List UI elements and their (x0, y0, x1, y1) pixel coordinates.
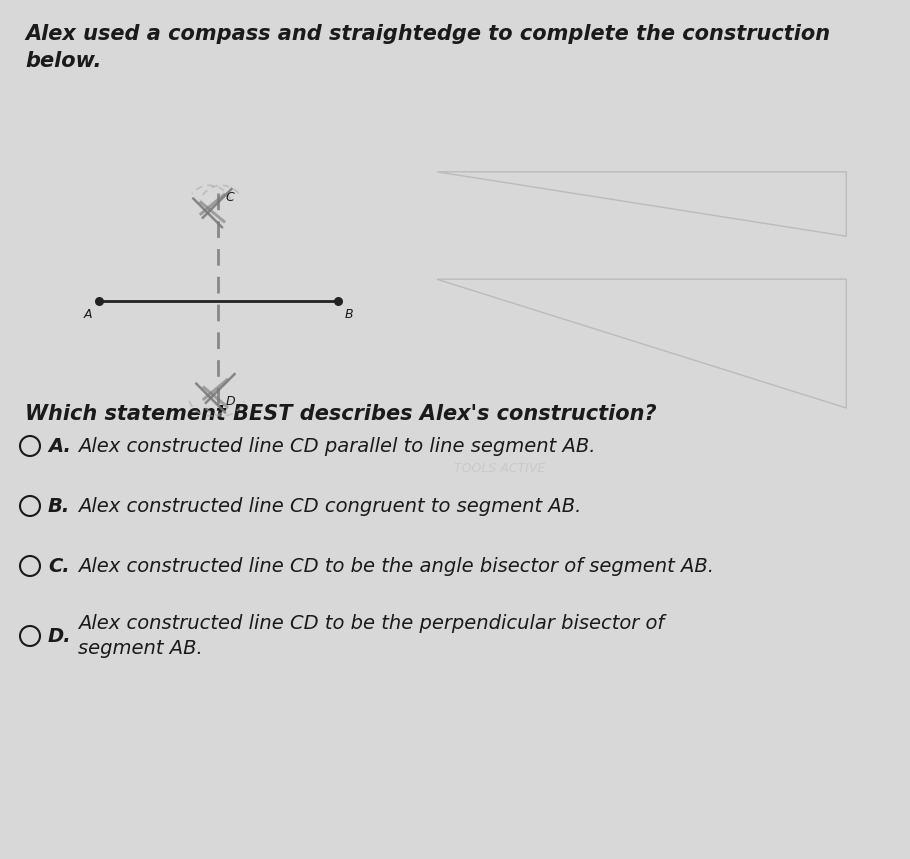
Text: Alex constructed line CD to be the perpendicular bisector of
segment AB.: Alex constructed line CD to be the perpe… (78, 614, 664, 658)
Text: Which statement BEST describes Alex's construction?: Which statement BEST describes Alex's co… (25, 404, 657, 424)
Text: below.: below. (25, 51, 101, 71)
Text: C: C (226, 191, 234, 204)
Text: B.: B. (48, 497, 70, 515)
Text: Alex constructed line CD parallel to line segment AB.: Alex constructed line CD parallel to lin… (78, 436, 595, 455)
Text: Alex used a compass and straightedge to complete the construction: Alex used a compass and straightedge to … (25, 24, 830, 44)
Point (92, 294, 106, 308)
Point (330, 294, 345, 308)
Text: A.: A. (48, 436, 71, 455)
Text: Alex constructed line CD congruent to segment AB.: Alex constructed line CD congruent to se… (78, 497, 581, 515)
Text: Alex constructed line CD to be the angle bisector of segment AB.: Alex constructed line CD to be the angle… (78, 557, 714, 576)
Text: D: D (226, 395, 235, 408)
Text: B: B (345, 308, 354, 320)
Text: C.: C. (48, 557, 70, 576)
Text: A: A (84, 308, 92, 320)
Text: D.: D. (48, 626, 72, 645)
Text: TOOLS ACTIVE: TOOLS ACTIVE (454, 462, 546, 476)
